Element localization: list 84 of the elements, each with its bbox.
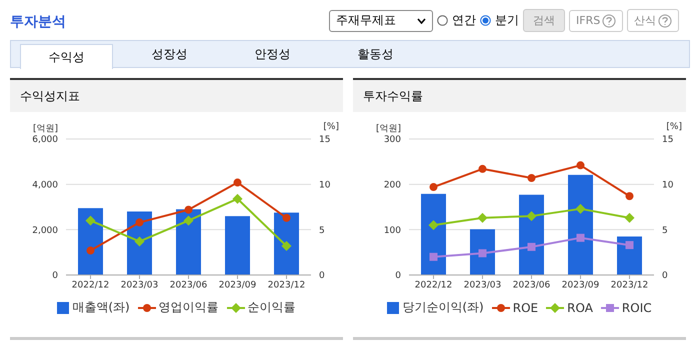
- y-tick-label: 300: [384, 135, 402, 146]
- text: 검색: [523, 9, 565, 32]
- bar: [274, 212, 299, 275]
- legend-label: ROIC: [622, 300, 652, 314]
- text: 수익성: [20, 44, 113, 69]
- point: [478, 164, 486, 173]
- point: [86, 246, 94, 255]
- point: [478, 249, 486, 258]
- text: 성장성: [150, 46, 188, 63]
- y2-tick-label: 10: [662, 180, 674, 191]
- point: [478, 212, 488, 223]
- bar: [519, 194, 544, 275]
- point: [136, 218, 144, 226]
- point: [626, 241, 634, 250]
- y2-axis-title: [%]: [323, 122, 339, 132]
- bar: [617, 236, 642, 275]
- point: [576, 234, 584, 242]
- legend-label: 매출액(좌): [72, 299, 130, 316]
- x-tick-label: 2023/12: [610, 280, 648, 290]
- y2-tick-label: 15: [662, 135, 674, 146]
- text: 안정성: [254, 46, 292, 63]
- text: 활동성: [356, 46, 394, 63]
- point: [184, 216, 194, 226]
- point: [234, 178, 242, 187]
- y-tick-label: 4,000: [32, 180, 58, 191]
- y2-axis-title: [%]: [666, 122, 682, 132]
- point: [86, 216, 96, 226]
- text: 분기: [495, 12, 519, 29]
- legend-label: 영업이익률: [158, 299, 219, 316]
- y-tick-label: 6,000: [32, 135, 58, 146]
- bar: [470, 229, 495, 275]
- bar: [176, 209, 201, 275]
- y-tick-label: 2,000: [32, 226, 58, 236]
- y-axis-title: [억원]: [33, 123, 58, 135]
- x-tick-label: 2023/06: [170, 280, 208, 290]
- legend-label: 당기순이익(좌): [402, 299, 484, 316]
- x-tick-label: 2023/03: [464, 280, 502, 290]
- bar: [225, 216, 250, 275]
- point: [184, 206, 192, 214]
- legend-label: ROA: [567, 300, 593, 314]
- x-tick-label: 2022/12: [414, 280, 452, 290]
- y2-tick-label: 5: [319, 226, 325, 236]
- text: 투자분석: [10, 13, 66, 31]
- y-tick-label: 0: [395, 271, 402, 282]
- y-tick-label: 100: [384, 226, 402, 236]
- point: [624, 212, 634, 223]
- point: [526, 211, 536, 222]
- x-tick-label: 2023/12: [268, 280, 306, 290]
- y2-tick-label: 5: [662, 226, 668, 236]
- y-tick-label: 0: [52, 271, 58, 282]
- y-tick-label: 200: [384, 180, 402, 191]
- text: 산식: [627, 9, 680, 32]
- y2-tick-label: 10: [319, 180, 331, 191]
- x-tick-label: 2023/03: [120, 280, 158, 290]
- bar: [568, 174, 593, 275]
- point: [528, 242, 536, 251]
- text: 연간: [452, 12, 476, 29]
- point: [134, 236, 144, 246]
- point: [430, 183, 438, 192]
- point: [282, 214, 290, 222]
- chart-title: 투자수익률: [353, 80, 686, 112]
- point: [528, 174, 536, 182]
- x-tick-label: 2023/09: [218, 280, 256, 290]
- y-axis-title: [억원]: [376, 123, 402, 135]
- point: [428, 220, 438, 230]
- chart-title: 수익성지표: [10, 80, 343, 112]
- point: [626, 192, 634, 200]
- point: [576, 161, 584, 170]
- legend-label: 순이익률: [248, 299, 296, 316]
- point: [282, 240, 292, 251]
- y2-tick-label: 0: [319, 271, 325, 282]
- text: IFRS: [569, 10, 624, 32]
- bar: [421, 194, 446, 275]
- point: [232, 194, 242, 204]
- y2-tick-label: 0: [662, 271, 668, 282]
- bar: [78, 208, 103, 275]
- x-tick-label: 2022/12: [72, 280, 110, 290]
- x-tick-label: 2023/06: [512, 280, 550, 290]
- x-tick-label: 2023/09: [562, 280, 600, 290]
- point: [576, 204, 586, 214]
- dropdown-field: 주재무제표: [329, 10, 433, 32]
- legend-label: ROE: [512, 300, 538, 314]
- y2-tick-label: 15: [319, 135, 330, 146]
- point: [430, 252, 438, 261]
